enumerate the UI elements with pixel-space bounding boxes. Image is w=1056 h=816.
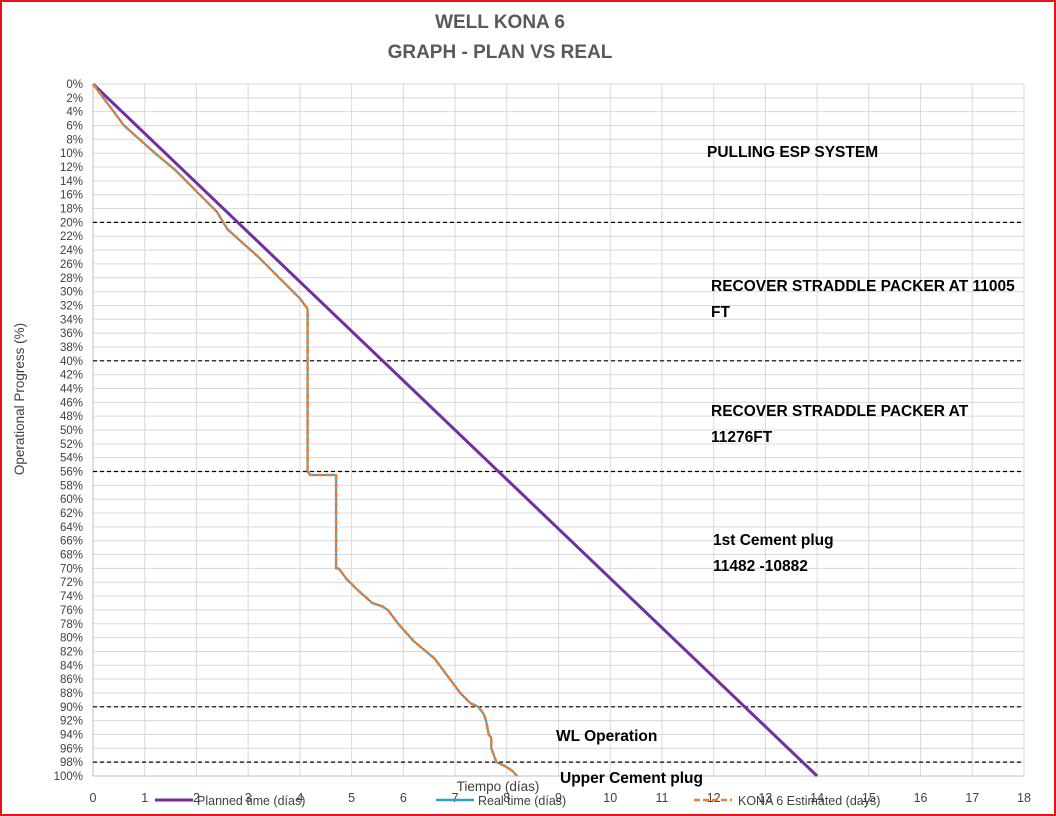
y-tick-label: 48%	[60, 411, 83, 423]
x-tick-label: 7	[452, 791, 459, 805]
x-tick-label: 5	[348, 791, 355, 805]
y-tick-label: 54%	[60, 453, 83, 465]
y-tick-label: 26%	[60, 259, 83, 271]
y-tick-label: 98%	[60, 757, 83, 769]
phase-annotation: Upper Cement plug	[560, 770, 703, 787]
y-tick-label: 76%	[60, 605, 83, 617]
y-tick-label: 12%	[60, 162, 83, 174]
y-tick-label: 6%	[66, 121, 83, 133]
y-tick-label: 10%	[60, 148, 83, 160]
x-tick-label: 2	[193, 791, 200, 805]
x-tick-label: 14	[810, 791, 824, 805]
phase-annotation-line: 11276FT	[711, 429, 773, 446]
y-tick-label: 18%	[60, 204, 83, 216]
y-tick-label: 42%	[60, 370, 83, 382]
phase-annotation: RECOVER STRADDLE PACKER AT 11276FT	[711, 403, 969, 446]
legend-label: KONA 6 Estimated (days)	[738, 794, 880, 808]
phase-annotation-line: 1st Cement plug	[713, 532, 834, 549]
x-tick-label: 11	[655, 791, 668, 805]
y-tick-label: 40%	[60, 356, 83, 368]
y-tick-label: 34%	[60, 314, 83, 326]
y-tick-label: 100%	[54, 771, 83, 783]
y-tick-label: 20%	[60, 217, 83, 229]
x-tick-label: 12	[707, 791, 721, 805]
x-tick-label: 4	[296, 791, 303, 805]
x-tick-label: 3	[245, 791, 252, 805]
phase-annotation-line: 11482 -10882	[713, 558, 808, 575]
x-tick-label: 9	[555, 791, 562, 805]
phase-annotation: WL Operation	[556, 728, 657, 745]
y-tick-label: 82%	[60, 646, 83, 658]
phase-annotation: 1st Cement plug 11482 -10882	[713, 532, 834, 575]
x-tick-label: 8	[503, 791, 510, 805]
x-tick-label: 10	[603, 791, 617, 805]
y-tick-label: 62%	[60, 508, 83, 520]
y-tick-label: 64%	[60, 522, 83, 534]
y-tick-label: 36%	[60, 328, 83, 340]
phase-annotation-line: Upper Cement plug	[560, 770, 703, 787]
series-line-1	[91, 82, 819, 778]
y-tick-label: 94%	[60, 729, 83, 741]
y-tick-label: 96%	[60, 743, 83, 755]
phase-annotation: RECOVER STRADDLE PACKER AT 11005 FT	[711, 278, 1015, 321]
y-tick-label: 28%	[60, 273, 83, 285]
y-tick-label: 14%	[60, 176, 83, 188]
y-tick-label: 78%	[60, 619, 83, 631]
y-tick-label: 60%	[60, 494, 83, 506]
y-axis-title: Operational Progress (%)	[12, 323, 27, 475]
legend-label: Planned time (días)	[197, 794, 305, 808]
phase-annotation-line: RECOVER STRADDLE PACKER AT	[711, 403, 969, 420]
y-tick-label: 88%	[60, 688, 83, 700]
x-axis-title: Tiempo (días)	[457, 779, 540, 794]
y-tick-label: 66%	[60, 536, 83, 548]
y-tick-label: 0%	[66, 79, 83, 91]
y-tick-label: 30%	[60, 287, 83, 299]
y-tick-label: 84%	[60, 660, 83, 672]
y-tick-label: 92%	[60, 716, 83, 728]
x-tick-label: 1	[141, 791, 148, 805]
y-tick-label: 70%	[60, 563, 83, 575]
x-tick-label: 6	[400, 791, 407, 805]
y-tick-label: 74%	[60, 591, 83, 603]
legend-label: Real time (días)	[478, 794, 566, 808]
y-tick-label: 46%	[60, 397, 83, 409]
x-tick-label: 0	[90, 791, 97, 805]
x-tick-label: 17	[965, 791, 979, 805]
y-tick-label: 44%	[60, 383, 83, 395]
phase-annotation-line: FT	[711, 304, 730, 321]
x-tick-label: 18	[1017, 791, 1031, 805]
y-tick-label: 80%	[60, 633, 83, 645]
y-tick-label: 72%	[60, 577, 83, 589]
y-tick-label: 50%	[60, 425, 83, 437]
y-tick-label: 2%	[66, 93, 83, 105]
x-tick-label: 15	[862, 791, 876, 805]
y-tick-label: 22%	[60, 231, 83, 243]
y-tick-label: 16%	[60, 190, 83, 202]
y-tick-label: 86%	[60, 674, 83, 686]
x-tick-label: 13	[758, 791, 772, 805]
phase-annotation-line: WL Operation	[556, 728, 657, 745]
chart-title: WELL KONA 6	[435, 12, 565, 33]
phase-annotation-line: RECOVER STRADDLE PACKER AT 11005	[711, 278, 1015, 295]
y-tick-label: 68%	[60, 550, 83, 562]
y-tick-label: 4%	[66, 107, 83, 119]
y-tick-label: 24%	[60, 245, 83, 257]
chart-subtitle: GRAPH - PLAN VS REAL	[387, 42, 613, 63]
y-tick-label: 56%	[60, 467, 83, 479]
y-tick-label: 32%	[60, 300, 83, 312]
series-line-3	[91, 83, 519, 777]
y-tick-label: 58%	[60, 480, 83, 492]
y-tick-label: 8%	[66, 134, 83, 146]
y-tick-label: 90%	[60, 702, 83, 714]
y-tick-label: 52%	[60, 439, 83, 451]
phase-annotation: PULLING ESP SYSTEM	[707, 144, 878, 161]
y-tick-label: 38%	[60, 342, 83, 354]
phase-annotation-line: PULLING ESP SYSTEM	[707, 144, 878, 161]
x-tick-label: 16	[914, 791, 928, 805]
